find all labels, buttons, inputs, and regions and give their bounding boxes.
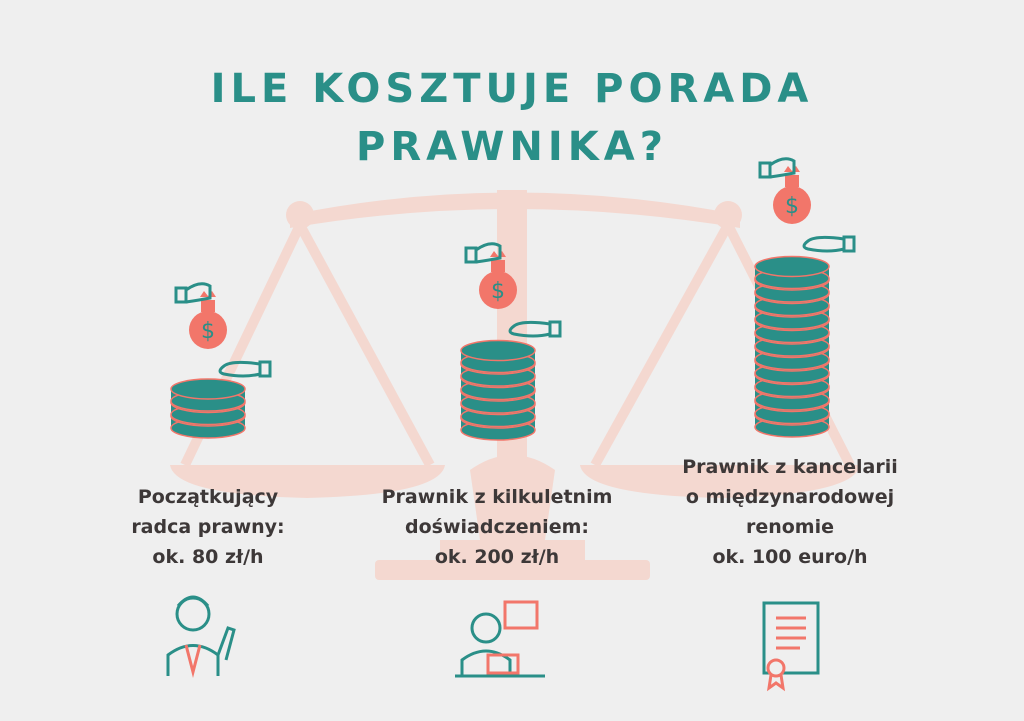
svg-text:$: $ — [785, 194, 799, 219]
coin-stack-icon — [460, 339, 536, 441]
label-line: ok. 200 zł/h — [434, 546, 560, 568]
money-bag-hand-icon: $ — [464, 242, 562, 338]
young-lawyer-icon — [166, 595, 236, 678]
label-line: Prawnik z kilkuletnim — [381, 486, 613, 508]
certificate-icon — [762, 601, 820, 692]
svg-text:$: $ — [491, 279, 505, 304]
experienced-lawyer-icon — [455, 600, 545, 678]
money-bag-hand-icon: $ — [174, 282, 272, 378]
label-line: o międzynarodowej — [685, 486, 895, 508]
label-experienced: Prawnik z kilkuletnim doświadczeniem: ok… — [347, 482, 647, 572]
svg-text:$: $ — [201, 319, 215, 344]
label-beginner: Początkujący radca prawny: ok. 80 zł/h — [58, 482, 358, 572]
label-line: ok. 100 euro/h — [712, 546, 868, 568]
label-line: Początkujący — [137, 486, 279, 508]
label-line: radca prawny: — [131, 516, 285, 538]
money-bag-hand-icon: $ — [758, 157, 856, 253]
title-line-2: PRAWNIKA? — [356, 124, 668, 170]
coin-stack-icon — [170, 378, 246, 439]
label-line: ok. 80 zł/h — [152, 546, 264, 568]
title-line-1: ILE KOSZTUJE PORADA — [210, 66, 814, 112]
page-title: ILE KOSZTUJE PORADA PRAWNIKA? — [0, 60, 1024, 176]
label-line: doświadczeniem: — [405, 516, 589, 538]
label-international: Prawnik z kancelarii o międzynarodowej r… — [640, 452, 940, 572]
label-line: renomie — [745, 516, 835, 538]
label-line: Prawnik z kancelarii — [682, 456, 898, 478]
coin-stack-icon — [754, 255, 830, 438]
